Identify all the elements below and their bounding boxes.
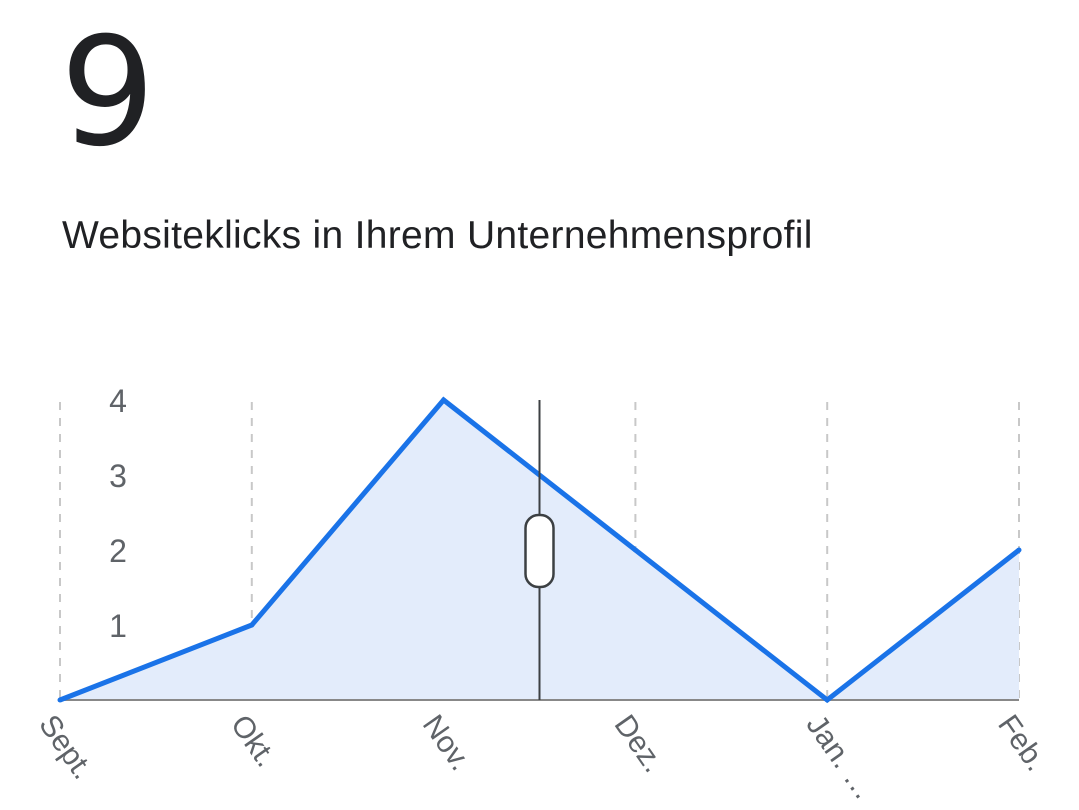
data-point-4	[824, 697, 830, 703]
data-point-0	[57, 697, 63, 703]
x-tick-label-1: Okt.	[224, 709, 283, 773]
data-point-5	[1016, 547, 1022, 553]
x-tick-label-3: Dez.	[608, 709, 670, 778]
y-tick-label-2: 2	[109, 533, 127, 569]
x-tick-label-0: Sept.	[32, 709, 99, 785]
points-layer	[57, 397, 1022, 703]
y-tick-label-4: 4	[109, 383, 127, 419]
x-ticks: Sept. Okt. Nov. Dez. Jan. … Feb.	[32, 709, 1052, 806]
y-ticks: 1 2 3 4	[109, 383, 127, 644]
y-tick-label-3: 3	[109, 458, 127, 494]
y-tick-label-1: 1	[109, 608, 127, 644]
metric-label: Websiteklicks in Ihrem Unternehmensprofi…	[62, 214, 813, 257]
data-point-2	[441, 397, 447, 403]
x-tick-label-2: Nov.	[416, 709, 477, 777]
metric-value: 9	[60, 6, 156, 180]
data-point-3	[632, 547, 638, 553]
scrub-cursor[interactable]	[524, 400, 555, 700]
x-tick-label-5: Feb.	[991, 709, 1052, 777]
data-point-1	[249, 622, 255, 628]
x-tick-label-4: Jan. …	[799, 709, 881, 806]
cursor-handle[interactable]	[524, 513, 555, 589]
